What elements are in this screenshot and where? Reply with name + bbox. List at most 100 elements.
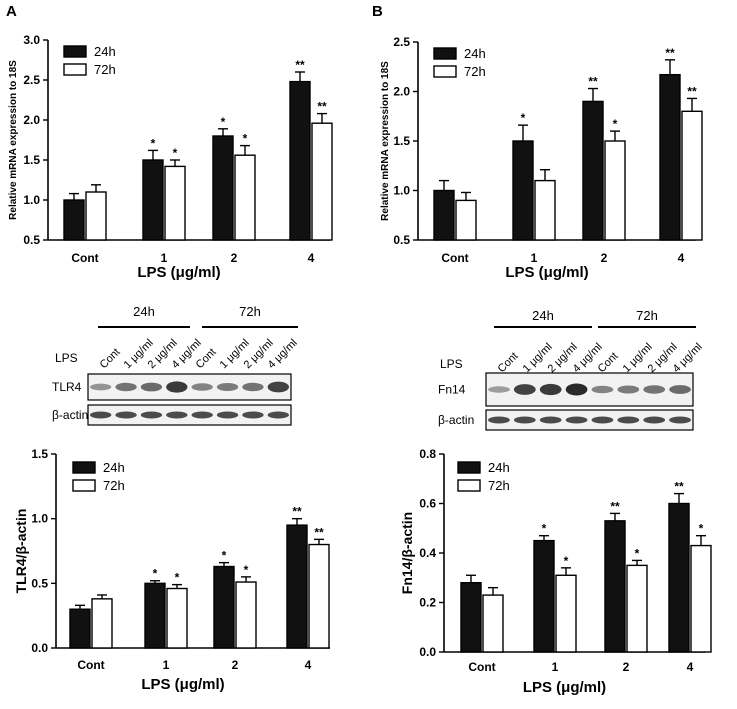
- legend-label-24h: 24h: [94, 44, 116, 59]
- band: [488, 416, 510, 424]
- band: [115, 382, 137, 392]
- bar-72h-2: [234, 154, 256, 241]
- x-tick-label: Cont: [77, 658, 104, 672]
- legend-label-72h: 72h: [94, 62, 116, 77]
- bar-72h-4: [681, 110, 703, 241]
- significance-mark: *: [243, 132, 248, 146]
- bar-24h-2: [213, 565, 235, 649]
- y-tick-label: 1.0: [31, 512, 48, 526]
- significance-mark: *: [521, 111, 526, 125]
- bar-24h-4: [286, 524, 308, 649]
- bar-72h-2: [604, 140, 626, 241]
- bar-72h-1: [534, 179, 556, 241]
- significance-mark: **: [588, 75, 598, 89]
- band: [617, 385, 640, 394]
- significance-mark: *: [175, 571, 180, 585]
- y-tick-label: 0.8: [419, 447, 436, 461]
- x-tick-label: Cont: [71, 251, 98, 265]
- x-tick-label: Cont: [468, 660, 495, 674]
- bar-72h-4: [311, 122, 333, 241]
- band: [565, 416, 588, 424]
- x-tick-label: 2: [232, 658, 239, 672]
- bar-24h-2: [582, 100, 604, 241]
- x-axis-title: LPS (μg/ml): [505, 264, 588, 281]
- group-label-72h: 72h: [239, 304, 261, 319]
- significance-mark: *: [613, 117, 618, 131]
- x-tick-label: 4: [308, 251, 315, 265]
- legend-label-24h: 24h: [103, 460, 125, 475]
- band: [166, 411, 188, 419]
- band: [191, 383, 213, 391]
- panel-letter-b: B: [372, 3, 383, 20]
- y-tick-label: 1.5: [23, 153, 40, 167]
- legend-swatch-24h: [63, 45, 87, 58]
- band: [267, 381, 289, 393]
- x-tick-label: 4: [305, 658, 312, 672]
- target-label: Fn14: [438, 383, 466, 397]
- legend-label-72h: 72h: [488, 478, 510, 493]
- y-tick-label: 0.2: [419, 596, 436, 610]
- bar-24h-1: [512, 140, 534, 241]
- charts: 0.5 1.0 1.5 2.0 2.5 3.0 Relative mRNA expressi…: [8, 33, 712, 696]
- x-tick-label: 1: [161, 251, 168, 265]
- y-axis-title: Fn14/β-actin: [399, 512, 415, 594]
- chart-b-top: 0.5 1.0 1.5 2.0 2.5 Relative mRNA expression …: [380, 35, 703, 281]
- band: [513, 416, 536, 424]
- significance-mark: *: [222, 549, 227, 563]
- y-tick-label: 1.5: [31, 447, 48, 461]
- x-axis-title: LPS (μg/ml): [523, 679, 606, 696]
- x-tick-label: 2: [601, 251, 608, 265]
- x-tick-label: 4: [678, 251, 685, 265]
- y-tick-label: 3.0: [23, 33, 40, 47]
- significance-mark: *: [635, 546, 640, 560]
- y-axis-title: Relative mRNA expression to 18S: [8, 60, 19, 220]
- x-tick-label: Cont: [441, 251, 468, 265]
- bar-24h-cont: [69, 608, 91, 649]
- x-axis-title: LPS (μg/ml): [137, 264, 220, 281]
- significance-mark: **: [687, 84, 697, 98]
- significance-mark: *: [564, 554, 569, 568]
- band: [591, 416, 614, 424]
- y-tick-label: 0.5: [31, 576, 48, 590]
- y-tick-label: 0.0: [31, 641, 48, 655]
- band: [90, 383, 112, 391]
- band: [166, 381, 188, 393]
- bar-72h-cont: [482, 594, 504, 653]
- bar-24h-1: [144, 582, 166, 649]
- x-tick-label: 1: [163, 658, 170, 672]
- x-tick-label: 4: [687, 660, 694, 674]
- band: [90, 411, 112, 419]
- legend-label-72h: 72h: [103, 478, 125, 493]
- significance-mark: **: [295, 58, 305, 72]
- legend-swatch-72h: [433, 65, 457, 78]
- y-tick-label: 2.5: [393, 35, 410, 49]
- target-label: TLR4: [52, 380, 82, 394]
- band: [488, 386, 510, 393]
- chart-a-top: 0.5 1.0 1.5 2.0 2.5 3.0 Relative mRNA expressi…: [8, 33, 333, 281]
- band: [140, 382, 163, 392]
- significance-mark: **: [317, 100, 327, 114]
- band: [140, 411, 163, 419]
- legend-label-24h: 24h: [488, 460, 510, 475]
- blot-loading-panel: [485, 409, 694, 431]
- significance-mark: **: [292, 505, 302, 519]
- bar-24h-cont: [63, 199, 85, 241]
- y-tick-label: 2.0: [393, 85, 410, 99]
- group-label-24h: 24h: [532, 308, 554, 323]
- x-tick-label: 2: [623, 660, 630, 674]
- lps-label: LPS: [440, 357, 463, 371]
- significance-mark: *: [151, 136, 156, 150]
- significance-mark: *: [542, 522, 547, 536]
- significance-mark: *: [153, 567, 158, 581]
- bar-72h-1: [555, 574, 577, 653]
- bar-24h-cont: [433, 189, 455, 241]
- bar-72h-2: [626, 564, 648, 653]
- bar-72h-2: [235, 581, 257, 649]
- significance-mark: *: [244, 563, 249, 577]
- y-tick-label: 0.6: [419, 497, 436, 511]
- bar-24h-2: [604, 520, 626, 653]
- bar-72h-cont: [85, 191, 107, 241]
- lane-label: Cont: [496, 350, 521, 375]
